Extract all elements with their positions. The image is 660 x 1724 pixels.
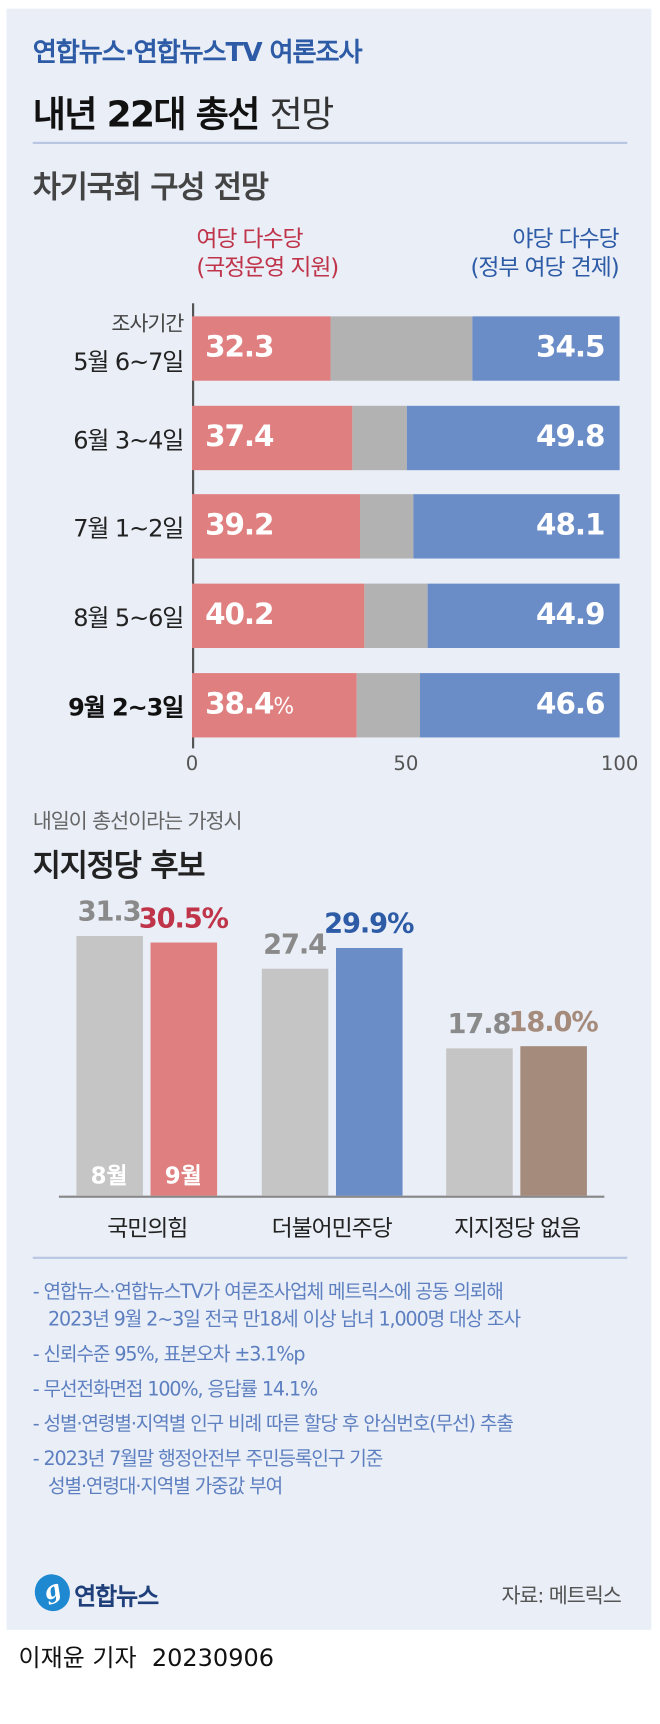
bar-ruling (191, 583, 364, 648)
infographic-card (6, 8, 652, 1630)
baseline (58, 1195, 605, 1198)
note: - 무선전화면접 100%, 응답률 14.1% (32, 1378, 318, 1401)
value-label: 49.8 (536, 419, 605, 454)
bar-ruling (191, 494, 360, 559)
row-label: 8월 5~6일 (73, 605, 184, 633)
byline: 이재윤 기자 20230906 (19, 1639, 274, 1674)
bar-august (446, 1048, 513, 1196)
value-label: 29.9% (324, 907, 414, 939)
divider (32, 1256, 628, 1259)
date: 20230906 (151, 1645, 275, 1673)
logo-text: 연합뉴스 (74, 1583, 159, 1612)
bar-undecided (359, 494, 414, 559)
value-label: 27.4 (263, 928, 327, 960)
x-tick: 50 (393, 752, 419, 776)
bar-september (150, 942, 218, 1196)
divider (32, 141, 628, 144)
row-label: 9월 2~3일 (68, 694, 184, 723)
note: - 성별·연령별·지역별 인구 비례 따른 할당 후 안심번호(무선) 추출 (32, 1413, 514, 1436)
category-label: 국민의힘 (107, 1215, 188, 1242)
note: - 2023년 7월말 행정안전부 주민등록인구 기준 (32, 1448, 384, 1471)
legend-ruling: 여당 다수당 (국정운영 지원) (196, 225, 339, 282)
row-label: 6월 3~4일 (73, 427, 184, 455)
chart2-subtitle: 내일이 총선이라는 가정시 (32, 809, 243, 834)
x-tick: 100 (600, 752, 639, 776)
bar-september (335, 947, 403, 1196)
value-label: 32.3 (205, 330, 274, 365)
row-label: 7월 1~2일 (73, 515, 184, 544)
row-label: 5월 6~7일 (73, 349, 184, 377)
unit-label: % (273, 692, 294, 719)
bar-september (520, 1046, 587, 1196)
bar-opposition (420, 673, 620, 738)
value-label: 39.2 (205, 508, 274, 543)
bar-opposition (427, 583, 620, 648)
value-label: 44.9 (536, 597, 605, 632)
bar-ruling (191, 405, 352, 471)
value-label: 30.5% (138, 902, 229, 935)
bar-undecided (356, 673, 421, 738)
chart2-title: 지지정당 후보 (32, 847, 206, 884)
value-label: 38.4% (205, 687, 294, 722)
value-label: 48.1 (536, 508, 605, 543)
value-text: 37.4 (205, 419, 274, 454)
value-text: 40.2 (205, 597, 274, 632)
title-bold: 내년 22대 총선 (32, 92, 261, 136)
legend-ruling-label: 여당 다수당 (196, 225, 303, 252)
value-text: 38.4 (205, 687, 274, 722)
bar-august (76, 936, 143, 1196)
note: - 연합뉴스·연합뉴스TV가 여론조사업체 메트릭스에 공동 의뢰해 (32, 1281, 504, 1304)
note: 2023년 9월 2~3일 전국 만18세 이상 남녀 1,000명 대상 조사 (47, 1309, 521, 1331)
bar-undecided (351, 405, 407, 471)
note: 성별·연령대·지역별 가중값 부여 (47, 1475, 283, 1498)
title-light: 전망 (269, 92, 335, 136)
note: - 신뢰수준 95%, 표본오차 ±3.1%p (32, 1343, 306, 1366)
bar-undecided (363, 583, 428, 648)
bar-opposition (406, 405, 620, 471)
value-label: 34.5 (536, 330, 605, 365)
supertitle: 연합뉴스·연합뉴스TV 여론조사 (32, 37, 363, 68)
legend-opposition: 야당 다수당 (정부 여당 견제) (470, 225, 620, 282)
category-label: 지지정당 없음 (454, 1215, 581, 1242)
bar-ruling (191, 316, 331, 381)
month-label: 8월 (90, 1162, 128, 1190)
value-text: 32.3 (205, 330, 274, 365)
main-title: 내년 22대 총선 전망 (32, 85, 335, 137)
value-label: 46.6 (536, 687, 605, 722)
bar-opposition (413, 494, 620, 559)
value-label: 40.2 (205, 597, 274, 632)
bar-undecided (330, 316, 473, 381)
legend-opposition-label: 야당 다수당 (512, 225, 619, 252)
value-label: 17.8 (447, 1007, 511, 1040)
row-header: 조사기간 (111, 311, 184, 336)
value-label: 37.4 (205, 419, 274, 454)
bar-opposition (472, 316, 620, 381)
legend-ruling-sub: (국정운영 지원) (196, 254, 339, 281)
value-text: 39.2 (205, 508, 274, 543)
bar-ruling (191, 673, 357, 738)
reporter: 이재윤 기자 (18, 1645, 137, 1673)
x-tick: 0 (185, 752, 199, 776)
legend-opposition-sub: (정부 여당 견제) (470, 254, 620, 281)
month-label: 9월 (164, 1162, 202, 1190)
value-label: 31.3 (77, 895, 142, 928)
value-label: 18.0% (508, 1006, 599, 1038)
category-label: 더불어민주당 (271, 1215, 393, 1242)
chart1-title: 차기국회 구성 전망 (32, 169, 269, 206)
source: 자료: 메트릭스 (501, 1583, 621, 1608)
bar-august (261, 968, 329, 1196)
